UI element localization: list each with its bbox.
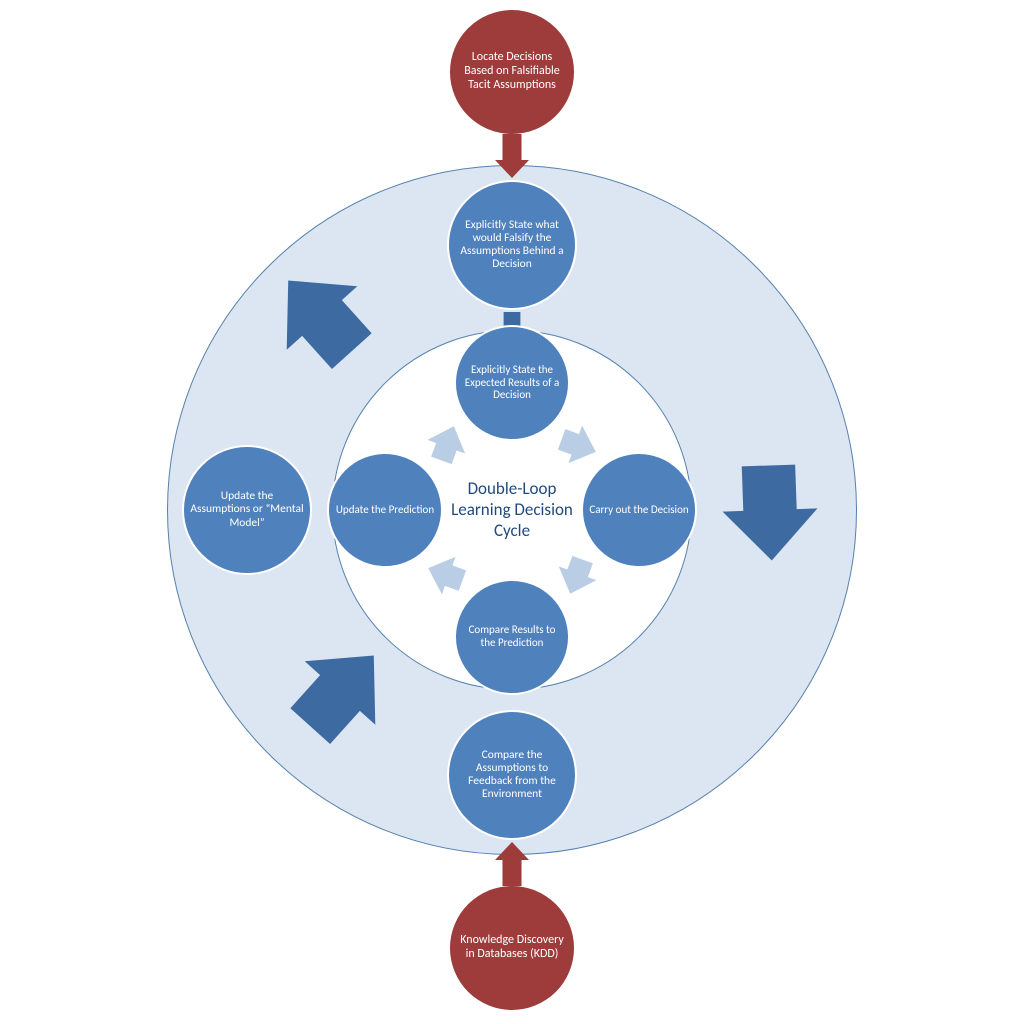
inner-node-update-prediction: Update the Prediction (327, 452, 443, 568)
inner-node-label: Carry out the Decision (583, 504, 694, 517)
inner-node-label: Compare Results to the Prediction (456, 624, 568, 649)
inner-cycle-arrow-ne (577, 445, 587, 455)
inner-node-label: Explicitly State the Expected Results of… (456, 364, 568, 402)
big-arrow-top-left (322, 318, 332, 328)
center-title-text: Double-Loop Learning Decision Cycle (451, 478, 573, 541)
external-node-label: Knowledge Discovery in Databases (KDD) (450, 934, 574, 962)
big-arrow-bottom-left (340, 693, 350, 703)
inner-cycle-arrow-se (577, 575, 587, 585)
outer-node-state-falsify-assumptions: Explicitly State what would Falsify the … (447, 180, 577, 310)
connector-arrow-inner-down (0, 0, 10, 10)
center-title: Double-Loop Learning Decision Cycle (447, 478, 577, 541)
big-arrow-right (770, 510, 780, 520)
external-node-label: Locate Decisions Based on Falsifiable Ta… (450, 51, 574, 92)
external-node-kdd: Knowledge Discovery in Databases (KDD) (450, 886, 574, 1010)
outer-node-label: Update the Assumptions or “Mental Model” (184, 490, 310, 530)
diagram-stage: Double-Loop Learning Decision Cycle Expl… (0, 0, 1024, 1024)
outer-node-label: Compare the Assumptions to Feedback from… (449, 749, 575, 802)
inner-cycle-arrow-sw (447, 575, 457, 585)
inner-node-state-expected-results: Explicitly State the Expected Results of… (454, 325, 570, 441)
inner-node-compare-results: Compare Results to the Prediction (454, 579, 570, 695)
inner-node-label: Update the Prediction (330, 504, 440, 517)
outer-node-label: Explicitly State what would Falsify the … (449, 219, 575, 272)
outer-node-update-mental-model: Update the Assumptions or “Mental Model” (182, 445, 312, 575)
outer-node-compare-assumptions-feedback: Compare the Assumptions to Feedback from… (447, 710, 577, 840)
inner-node-carry-out-decision: Carry out the Decision (581, 452, 697, 568)
inner-cycle-arrow-nw (447, 445, 457, 455)
external-node-locate-decisions: Locate Decisions Based on Falsifiable Ta… (450, 10, 574, 134)
